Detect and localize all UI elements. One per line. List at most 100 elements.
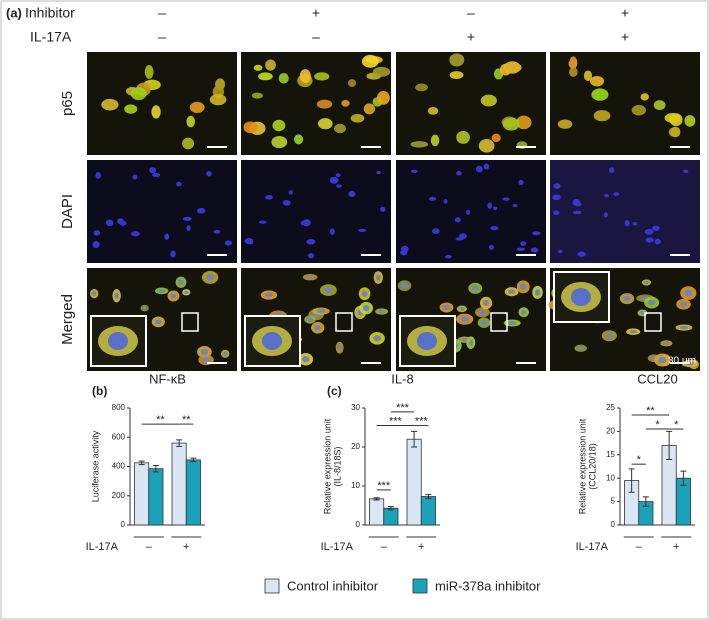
- inset-nucleus: [571, 288, 591, 306]
- micrograph: [550, 160, 700, 263]
- nucleus: [629, 330, 637, 334]
- nucleus: [604, 194, 610, 198]
- inset-nucleus: [417, 332, 437, 350]
- x-tick-label: +: [673, 541, 679, 553]
- nucleus: [613, 192, 620, 196]
- image-bg: [396, 52, 546, 155]
- y-axis-label: Relative expression unit: [577, 418, 587, 514]
- nucleus: [182, 216, 192, 222]
- x-axis-label: IL-17A: [86, 541, 119, 553]
- nucleus: [684, 289, 693, 297]
- y-tick-label: 0: [611, 520, 616, 529]
- image-row-label: Merged: [59, 294, 76, 345]
- nucleus: [324, 287, 333, 294]
- sign: –: [467, 5, 475, 21]
- significance: ***: [396, 402, 410, 414]
- nucleus: [487, 202, 493, 209]
- nucleus: [149, 167, 157, 174]
- error-bar: [666, 430, 673, 460]
- nucleus: [170, 293, 177, 299]
- cell: [182, 137, 195, 150]
- cell: [456, 130, 470, 144]
- nucleus: [652, 225, 660, 231]
- cell: [278, 73, 289, 84]
- nucleus: [213, 229, 221, 234]
- nucleus: [186, 225, 191, 231]
- cell: [251, 92, 263, 99]
- nucleus: [132, 174, 138, 180]
- nucleus: [654, 238, 661, 245]
- nucleus: [282, 200, 291, 206]
- cell: [478, 138, 495, 153]
- row-label: IL-17A: [30, 29, 72, 45]
- nucleus: [178, 279, 184, 286]
- inset-source: [181, 312, 199, 332]
- cell: [591, 88, 609, 101]
- nucleus: [483, 163, 490, 170]
- error-bar: [138, 460, 145, 466]
- cell: [491, 133, 501, 143]
- bar: [406, 438, 422, 526]
- nucleus: [552, 194, 561, 201]
- significance: **: [156, 414, 165, 426]
- nucleus: [378, 309, 385, 314]
- cell: [664, 113, 681, 123]
- cell: [253, 64, 263, 71]
- nucleus: [624, 219, 630, 227]
- cell: [271, 136, 288, 149]
- cell: [449, 53, 465, 67]
- nucleus: [306, 238, 316, 245]
- nucleus: [577, 346, 584, 351]
- significance: ***: [415, 415, 429, 427]
- inset-source: [335, 312, 353, 332]
- x-tick-label: +: [183, 541, 189, 553]
- nucleus: [558, 249, 563, 254]
- chart-title: CCL20: [637, 371, 677, 386]
- nucleus: [399, 250, 408, 256]
- nucleus: [184, 290, 189, 294]
- cell: [684, 115, 696, 127]
- cell: [593, 110, 611, 122]
- y-tick-label: 400: [112, 462, 126, 471]
- nucleus: [428, 196, 437, 201]
- legend-swatch: [412, 578, 428, 594]
- nucleus: [516, 247, 526, 251]
- nucleus: [93, 230, 101, 236]
- cell: [516, 115, 532, 130]
- nucleus: [459, 307, 465, 311]
- cell: [583, 70, 593, 82]
- nucleus: [480, 320, 488, 326]
- nucleus: [443, 304, 450, 311]
- y-tick-label: 600: [112, 432, 126, 441]
- cell: [124, 104, 138, 114]
- nucleus: [95, 172, 101, 179]
- inset-nucleus: [108, 332, 128, 350]
- nucleus: [647, 299, 656, 306]
- cell: [376, 91, 390, 105]
- error-bar: [190, 457, 197, 463]
- nucleus: [329, 228, 335, 235]
- scale-bar: [516, 254, 536, 256]
- image-bg: [550, 160, 700, 263]
- x-tick-label: +: [418, 541, 424, 553]
- sign: –: [158, 5, 166, 21]
- error-bar: [152, 464, 159, 473]
- nucleus: [658, 356, 667, 364]
- cell: [415, 83, 428, 92]
- y-axis-label: Luciferase activity: [90, 430, 100, 502]
- nucleus: [577, 251, 586, 257]
- nucleus: [373, 335, 381, 342]
- image-row-label: p65: [59, 91, 76, 116]
- y-tick-label: 5: [611, 497, 616, 506]
- image-bg: [241, 52, 391, 155]
- nucleus: [663, 341, 670, 345]
- cell: [294, 134, 304, 145]
- nucleus: [300, 221, 305, 226]
- nucleus: [114, 292, 119, 300]
- nucleus: [521, 309, 527, 315]
- nucleus: [683, 169, 689, 174]
- error-bar: [373, 497, 380, 501]
- nucleus: [335, 173, 341, 178]
- y-tick-label: 15: [606, 450, 615, 459]
